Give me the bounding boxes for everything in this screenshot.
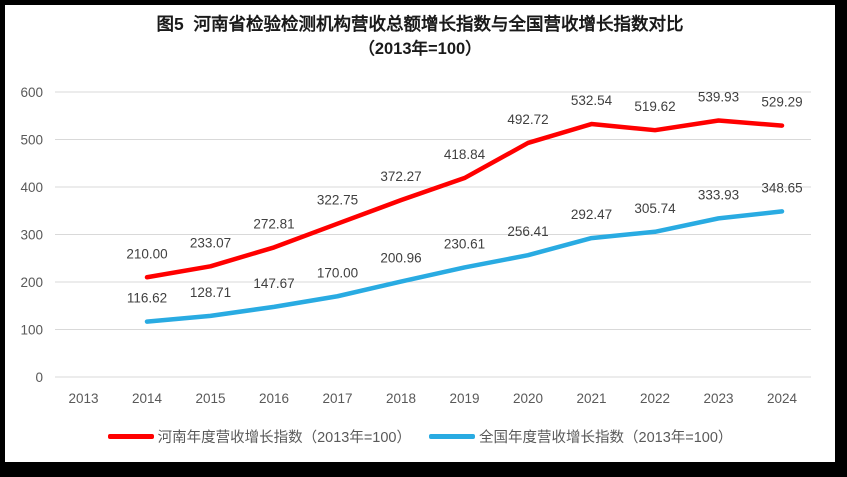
data-point-label-series-0: 322.75 — [317, 193, 358, 208]
x-axis-tick-label: 2018 — [386, 391, 416, 406]
data-point-label-series-1: 305.74 — [634, 201, 676, 216]
data-point-label-series-1: 230.61 — [444, 236, 485, 251]
y-axis-tick-label: 300 — [20, 228, 43, 243]
y-axis-tick-label: 400 — [20, 180, 43, 195]
data-point-label-series-0: 519.62 — [634, 99, 675, 114]
y-axis-tick-label: 600 — [20, 85, 43, 100]
data-point-label-series-0: 272.81 — [253, 216, 294, 231]
chart-title-line1: 图5 河南省检验检测机构营收总额增长指数与全国营收增长指数对比 — [156, 14, 684, 34]
data-point-label-series-0: 418.84 — [444, 147, 486, 162]
legend-swatch-national — [429, 434, 475, 439]
data-point-label-series-1: 170.00 — [317, 265, 358, 280]
data-point-label-series-1: 147.67 — [253, 276, 294, 291]
chart-title-line2: （2013年=100） — [358, 40, 482, 58]
line-chart-plot: 0 100 200 300 400 500 600 2013 2014 2015 2016 2017 2… — [20, 85, 811, 406]
y-axis-tick-label: 0 — [35, 370, 43, 385]
x-axis-tick-label: 2014 — [132, 391, 163, 406]
x-axis-tick-label: 2021 — [576, 391, 606, 406]
legend-label-national: 全国年度营收增长指数（2013年=100） — [479, 430, 733, 446]
x-axis-tick-label: 2022 — [640, 391, 670, 406]
y-axis-tick-label: 100 — [20, 323, 43, 338]
data-point-label-series-0: 210.00 — [126, 246, 167, 261]
x-axis-tick-label: 2024 — [767, 391, 798, 406]
data-point-label-series-1: 292.47 — [571, 207, 612, 222]
x-axis-tick-label: 2017 — [322, 391, 352, 406]
x-axis-tick-label: 2023 — [703, 391, 733, 406]
y-axis-tick-label: 200 — [20, 275, 43, 290]
data-point-label-series-1: 200.96 — [380, 251, 421, 266]
y-axis-tick-label: 500 — [20, 133, 43, 148]
data-point-label-series-0: 233.07 — [190, 235, 231, 250]
x-axis-tick-label: 2020 — [513, 391, 543, 406]
x-axis-tick-label: 2019 — [449, 391, 479, 406]
x-axis-tick-label: 2013 — [68, 391, 98, 406]
data-point-label-series-1: 128.71 — [190, 285, 231, 300]
data-point-label-series-1: 256.41 — [507, 224, 548, 239]
data-point-label-series-1: 333.93 — [698, 187, 739, 202]
legend-label-henan: 河南年度营收增长指数（2013年=100） — [157, 430, 411, 446]
data-point-label-series-0: 529.29 — [761, 95, 802, 110]
legend: 河南年度营收增长指数（2013年=100） 全国年度营收增长指数（2013年=1… — [5, 426, 835, 447]
legend-swatch-henan — [107, 434, 154, 439]
data-point-label-series-0: 372.27 — [380, 169, 421, 184]
series-line-1 — [144, 209, 785, 324]
data-point-label-series-1: 116.62 — [127, 291, 167, 306]
legend-item-henan: 河南年度营收增长指数（2013年=100） — [107, 426, 411, 447]
data-point-label-series-0: 532.54 — [571, 93, 613, 108]
legend-item-national: 全国年度营收增长指数（2013年=100） — [429, 426, 732, 447]
series-line-0 — [144, 118, 785, 280]
data-point-label-series-0: 539.93 — [698, 90, 739, 105]
x-axis-tick-label: 2015 — [195, 391, 225, 406]
x-axis-tick-label: 2016 — [259, 391, 289, 406]
chart-title: 图5 河南省检验检测机构营收总额增长指数与全国营收增长指数对比 （2013年=1… — [5, 12, 835, 62]
data-point-label-series-0: 492.72 — [507, 112, 548, 127]
chart-panel: 0 100 200 300 400 500 600 2013 2014 2015 2016 2017 2… — [5, 5, 835, 462]
data-point-label-series-1: 348.65 — [761, 180, 802, 195]
